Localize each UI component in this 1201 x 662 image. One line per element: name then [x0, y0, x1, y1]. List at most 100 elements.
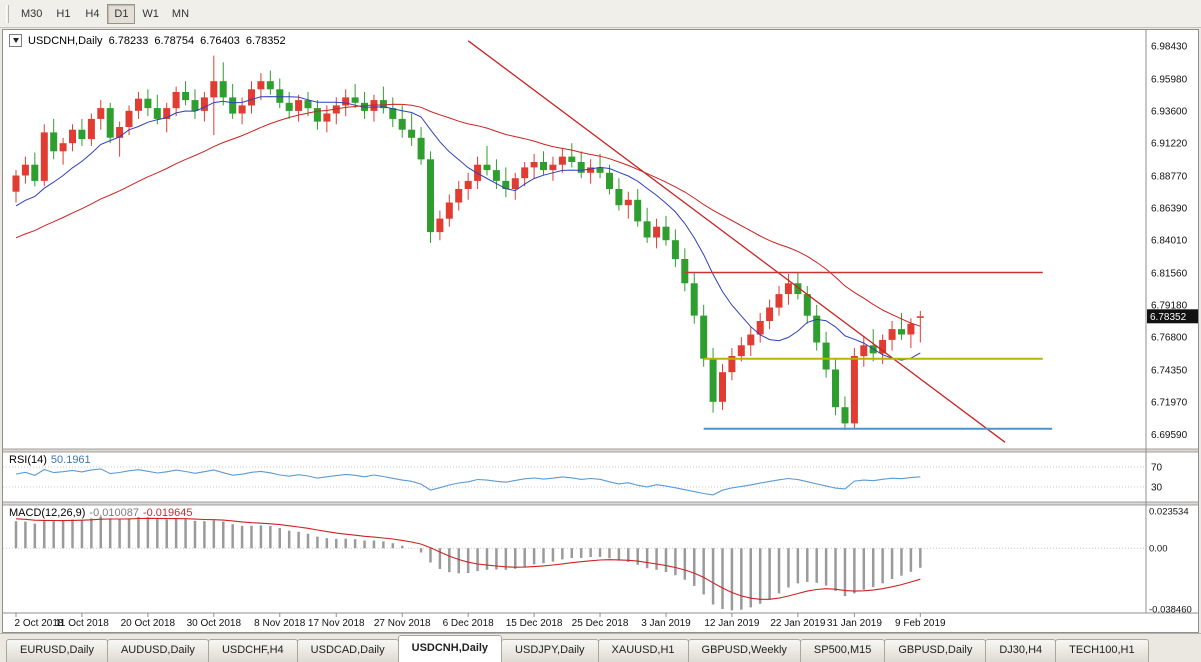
candle-body: [455, 189, 463, 203]
timeframe-button-h1[interactable]: H1: [56, 7, 71, 20]
candle-body: [662, 226, 670, 241]
candle-body: [568, 156, 576, 162]
rsi-tick-label: 30: [1151, 483, 1163, 494]
macd-tick-label: -0.038460: [1149, 605, 1192, 616]
tab-xauusd-h1[interactable]: XAUUSD,H1: [597, 639, 689, 662]
candle-body: [248, 89, 255, 106]
tab-dj30-h4[interactable]: DJ30,H4: [985, 639, 1057, 662]
candle-body: [351, 97, 359, 103]
date-label: 17 Nov 2018: [308, 618, 365, 629]
candle-body: [558, 156, 566, 165]
candle-body: [125, 110, 133, 127]
tab-usdcnh-daily[interactable]: USDCNH,Daily: [397, 635, 503, 662]
ma-slow-line: [15, 103, 921, 327]
candle-body: [756, 321, 764, 335]
candle-body: [511, 178, 519, 189]
candle-body: [690, 283, 698, 316]
candle-body: [464, 180, 472, 189]
candle-body: [50, 132, 58, 152]
macd-tick-label: 0.00: [1149, 544, 1168, 555]
candle-body: [323, 113, 331, 122]
candle-body: [813, 315, 821, 343]
candle-body: [106, 108, 114, 138]
tab-gbpusd-weekly[interactable]: GBPUSD,Weekly: [687, 639, 801, 662]
tab-sp500-m15[interactable]: SP500,M15: [799, 639, 886, 662]
date-label: 27 Nov 2018: [374, 618, 431, 629]
candle-body: [832, 369, 839, 408]
timeframe-buttons: M30 H1 H4 D1 W1 MN: [15, 3, 196, 24]
candle-body: [21, 164, 29, 176]
candle-body: [737, 345, 745, 357]
candle-body: [379, 100, 387, 109]
chart-canvas[interactable]: 6.98430 6.95980 6.93600 6.91220 6.88770 6.863…: [3, 30, 1198, 632]
candle-body: [624, 199, 632, 206]
candle-body: [389, 108, 397, 119]
timeframe-button-mn[interactable]: MN: [171, 7, 190, 20]
candle-body: [436, 218, 444, 233]
candle-body: [116, 127, 124, 138]
chart-window[interactable]: 6.98430 6.95980 6.93600 6.91220 6.88770 6.863…: [2, 29, 1199, 633]
price-tick-label: 6.91220: [1151, 138, 1188, 149]
date-label: 25 Dec 2018: [572, 618, 629, 629]
candle-body: [521, 167, 529, 179]
candle-body: [40, 132, 48, 181]
timeframe-button-w1[interactable]: W1: [142, 7, 159, 20]
pane-separator[interactable]: [3, 449, 1198, 452]
date-label: 31 Jan 2019: [827, 618, 882, 629]
candle-body: [229, 97, 237, 114]
candle-body: [606, 172, 613, 189]
tab-usdjpy-daily[interactable]: USDJPY,Daily: [501, 639, 599, 662]
candle-body: [78, 129, 86, 140]
candle-body: [200, 97, 208, 111]
candle-body: [144, 98, 152, 109]
tab-gbpusd-daily[interactable]: GBPUSD,Daily: [884, 639, 987, 662]
tab-tech100-h1[interactable]: TECH100,H1: [1055, 639, 1149, 662]
candle-body: [135, 98, 142, 111]
candle-body: [587, 167, 595, 173]
candle-body: [634, 199, 642, 222]
candle-body: [549, 164, 557, 171]
candle-body: [153, 108, 161, 119]
date-label: 20 Oct 2018: [121, 618, 176, 629]
price-tick-label: 6.98430: [1151, 41, 1188, 52]
candle-body: [841, 407, 849, 424]
tab-usdchf-h4[interactable]: USDCHF,H4: [207, 639, 298, 662]
timeframe-button-h4[interactable]: H4: [85, 7, 100, 20]
candle-body: [502, 180, 510, 189]
candle-body: [69, 129, 76, 144]
candle-body: [172, 92, 180, 109]
timeframe-button-m30[interactable]: M30: [21, 7, 43, 20]
date-label: 3 Jan 2019: [641, 618, 691, 629]
candle-body: [285, 102, 293, 111]
candle-body: [31, 164, 39, 181]
candle-body: [540, 162, 547, 171]
candle-body: [304, 100, 312, 109]
candle-body: [728, 356, 736, 373]
tab-usdcad-daily[interactable]: USDCAD,Daily: [296, 639, 399, 662]
pane-separator[interactable]: [3, 502, 1198, 505]
candle-body: [97, 108, 105, 119]
candle-body: [888, 329, 896, 340]
price-tick-label: 6.69590: [1151, 430, 1188, 441]
ma-fast-line: [15, 96, 921, 361]
candle-body: [257, 81, 265, 90]
tab-eurusd-daily[interactable]: EURUSD,Daily: [6, 639, 108, 662]
descending-trendline[interactable]: [467, 40, 1006, 443]
current-price-label: 6.78352: [1150, 312, 1187, 323]
candle-body: [276, 89, 284, 103]
candle-body: [898, 329, 905, 335]
candle-body: [87, 118, 95, 140]
symbol-tabbar: EURUSD,Daily AUDUSD,Daily USDCHF,H4 USDCAD,…: [0, 633, 1201, 662]
candle-body: [822, 342, 830, 370]
macd-signal-line: [15, 517, 921, 600]
current-price-badge: [1147, 309, 1198, 324]
date-label: 2 Oct 2018: [15, 618, 64, 629]
candle-body: [615, 189, 623, 206]
candles-group: [12, 55, 924, 431]
candle-body: [445, 202, 453, 219]
price-tick-label: 6.74350: [1151, 366, 1188, 377]
tab-audusd-daily[interactable]: AUDUSD,Daily: [106, 639, 209, 662]
candle-body: [408, 129, 416, 138]
timeframe-button-d1[interactable]: D1: [107, 3, 136, 24]
macd-histogram: [14, 516, 922, 611]
